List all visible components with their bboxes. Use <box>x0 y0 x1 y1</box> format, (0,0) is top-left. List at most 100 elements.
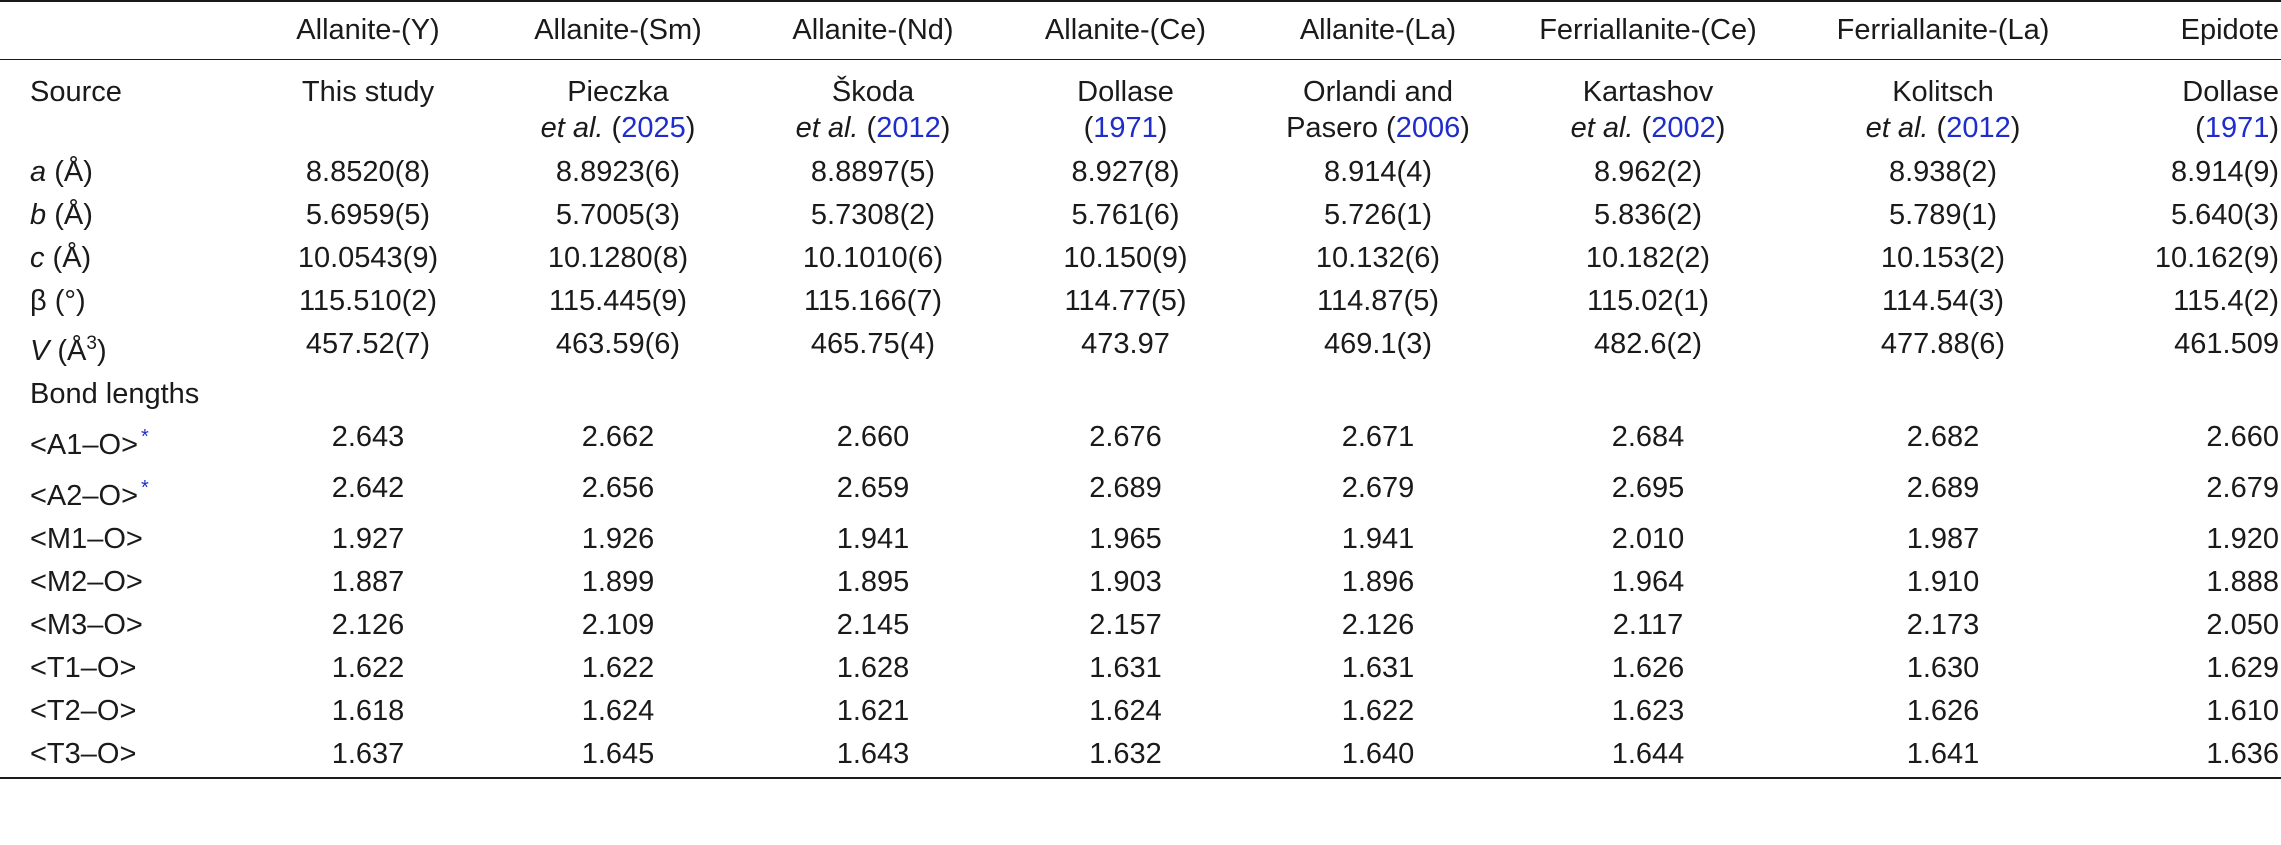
header-row: Allanite-(Y) Allanite-(Sm) Allanite-(Nd) Al… <box>0 0 2281 60</box>
bond-length-value: 2.660 <box>836 420 910 453</box>
bond-length-value: 2.662 <box>581 420 655 453</box>
bond-lengths-heading: Bond lengths <box>30 377 200 410</box>
parameter-value: 10.153(2) <box>1880 241 2006 274</box>
citation-year-link[interactable]: 1971 <box>1093 111 1158 144</box>
empty-cell <box>248 371 488 414</box>
parameter-label: β (°) <box>0 278 248 321</box>
empty-cell <box>2093 371 2281 414</box>
bond-length-value: 2.695 <box>1611 471 1685 504</box>
parameter-value: 5.836(2) <box>1593 198 1702 231</box>
bond-length-value: 2.689 <box>1089 471 1162 504</box>
paren-close: ) <box>1157 111 1168 144</box>
paren-open: ( <box>1083 111 1094 144</box>
bond-length-value: 2.679 <box>1341 471 1415 504</box>
parameter-value: 8.914(4) <box>1323 155 1432 188</box>
bond-length-value: 2.671 <box>1341 420 1415 453</box>
source-cell: This study <box>248 59 488 149</box>
bond-length-value: 1.896 <box>1341 565 1415 598</box>
column-header: Allanite-(La) <box>1253 0 1503 60</box>
bond-length-value: 1.964 <box>1611 565 1685 598</box>
paren-open: ( <box>2195 111 2205 144</box>
paren-open: ( <box>858 111 877 144</box>
bond-label: <M2–O> <box>0 559 248 602</box>
bond-length-value: 1.927 <box>331 522 405 555</box>
parameter-value: 114.77(5) <box>1064 284 1187 317</box>
bond-length-row: <A1–O> * 2.643 2.662 2.660 2.676 2.671 2.684 2.6… <box>0 414 2281 465</box>
unit-close: ) <box>96 334 107 367</box>
citation-year-link[interactable]: 2025 <box>621 111 686 144</box>
parameter-value: 461.509 <box>2174 327 2279 360</box>
parameter-value: 463.59(6) <box>555 327 681 360</box>
source-cell: Orlandi and Pasero (2006) <box>1253 59 1503 149</box>
bond-length-value: 2.656 <box>581 471 655 504</box>
paren-open: ( <box>1928 111 1947 144</box>
footnote-asterisk-link[interactable]: * <box>141 476 149 499</box>
bond-length-row: <M2–O> 1.887 1.899 1.895 1.903 1.896 1.964 1.91… <box>0 559 2281 602</box>
source-cell: Kartashov et al. (2002) <box>1503 59 1793 149</box>
citation-year-link[interactable]: 2002 <box>1651 111 1716 144</box>
parameter-value: 10.182(2) <box>1585 241 1711 274</box>
source-etal: et al. <box>1570 111 1634 144</box>
bond-name: <A1–O> <box>30 428 139 461</box>
bond-length-value: 1.622 <box>331 651 405 684</box>
parameter-value: 115.445(9) <box>548 284 688 317</box>
table-body: Source This study Pieczka et al. (2025) Ško… <box>0 59 2281 779</box>
source-author: Dollase <box>2182 75 2279 108</box>
bond-length-value: 1.624 <box>1089 694 1162 727</box>
paren-close: ) <box>940 111 951 144</box>
bond-length-value: 1.628 <box>836 651 910 684</box>
bond-length-value: 1.644 <box>1503 730 1793 779</box>
bond-length-value: 1.629 <box>2206 651 2279 684</box>
parameter-value: 477.88(6) <box>1880 327 2006 360</box>
bond-label: <M3–O> <box>0 602 248 645</box>
parameter-value: 10.132(6) <box>1315 241 1441 274</box>
bond-length-value: 1.630 <box>1906 651 1980 684</box>
parameter-value: 10.150(9) <box>1063 241 1188 274</box>
source-etal: et al. <box>540 111 604 144</box>
empty-cell <box>998 371 1253 414</box>
parameter-symbol: b <box>30 198 47 231</box>
empty-cell <box>1793 371 2093 414</box>
parameter-symbol: c <box>30 241 45 274</box>
bond-length-value: 1.920 <box>2206 522 2279 555</box>
bond-length-value: 1.987 <box>1906 522 1980 555</box>
column-header: Ferriallanite-(Ce) <box>1503 0 1793 60</box>
source-cell: Škoda et al. (2012) <box>748 59 998 149</box>
unit-exponent: 3 <box>86 332 97 354</box>
bond-length-row: <T1–O> 1.622 1.622 1.628 1.631 1.631 1.626 1.63… <box>0 645 2281 688</box>
parameter-value: 5.726(1) <box>1323 198 1432 231</box>
parameter-symbol: a <box>30 155 47 188</box>
paren-open: ( <box>1633 111 1652 144</box>
column-header: Epidote <box>2093 0 2281 60</box>
bond-length-value: 2.050 <box>2206 608 2279 641</box>
citation-year-link[interactable]: 1971 <box>2204 111 2270 144</box>
bond-label: <T3–O> <box>0 730 248 779</box>
footnote-asterisk-link[interactable]: * <box>141 425 149 448</box>
bond-label: <A2–O> * <box>0 465 248 516</box>
bond-length-row: <T2–O> 1.618 1.624 1.621 1.624 1.622 1.623 1.62… <box>0 688 2281 731</box>
parameter-label: a (Å) <box>0 149 248 192</box>
parameter-value: 10.162(9) <box>2154 241 2279 274</box>
parameter-value: 473.97 <box>1081 327 1170 360</box>
bond-length-value: 2.676 <box>1089 420 1162 453</box>
bond-length-value: 2.157 <box>1089 608 1162 641</box>
bond-length-value: 1.643 <box>748 730 998 779</box>
source-author: Pieczka <box>567 75 669 108</box>
citation-year-link[interactable]: 2012 <box>876 111 941 144</box>
bond-length-value: 2.145 <box>836 608 910 641</box>
bond-label: <M1–O> <box>0 516 248 559</box>
citation-year-link[interactable]: 2012 <box>1946 111 2011 144</box>
bond-length-value: 1.965 <box>1089 522 1162 555</box>
cell-parameter-row: c (Å) 10.0543(9) 10.1280(8) 10.1010(6) 10.15… <box>0 235 2281 278</box>
parameter-label: b (Å) <box>0 192 248 235</box>
source-label: Source <box>30 75 122 108</box>
parameter-unit: (Å) <box>46 155 93 188</box>
cell-parameter-row: a (Å) 8.8520(8) 8.8923(6) 8.8897(5) 8.927(8)… <box>0 149 2281 192</box>
bond-length-value: 1.622 <box>1341 694 1415 727</box>
bond-length-value: 1.887 <box>331 565 405 598</box>
citation-year-link[interactable]: 2006 <box>1395 111 1461 144</box>
parameter-label: V (Å3) <box>0 321 248 371</box>
parameter-value: 115.02(1) <box>1587 284 1709 317</box>
bond-length-value: 2.659 <box>836 471 910 504</box>
